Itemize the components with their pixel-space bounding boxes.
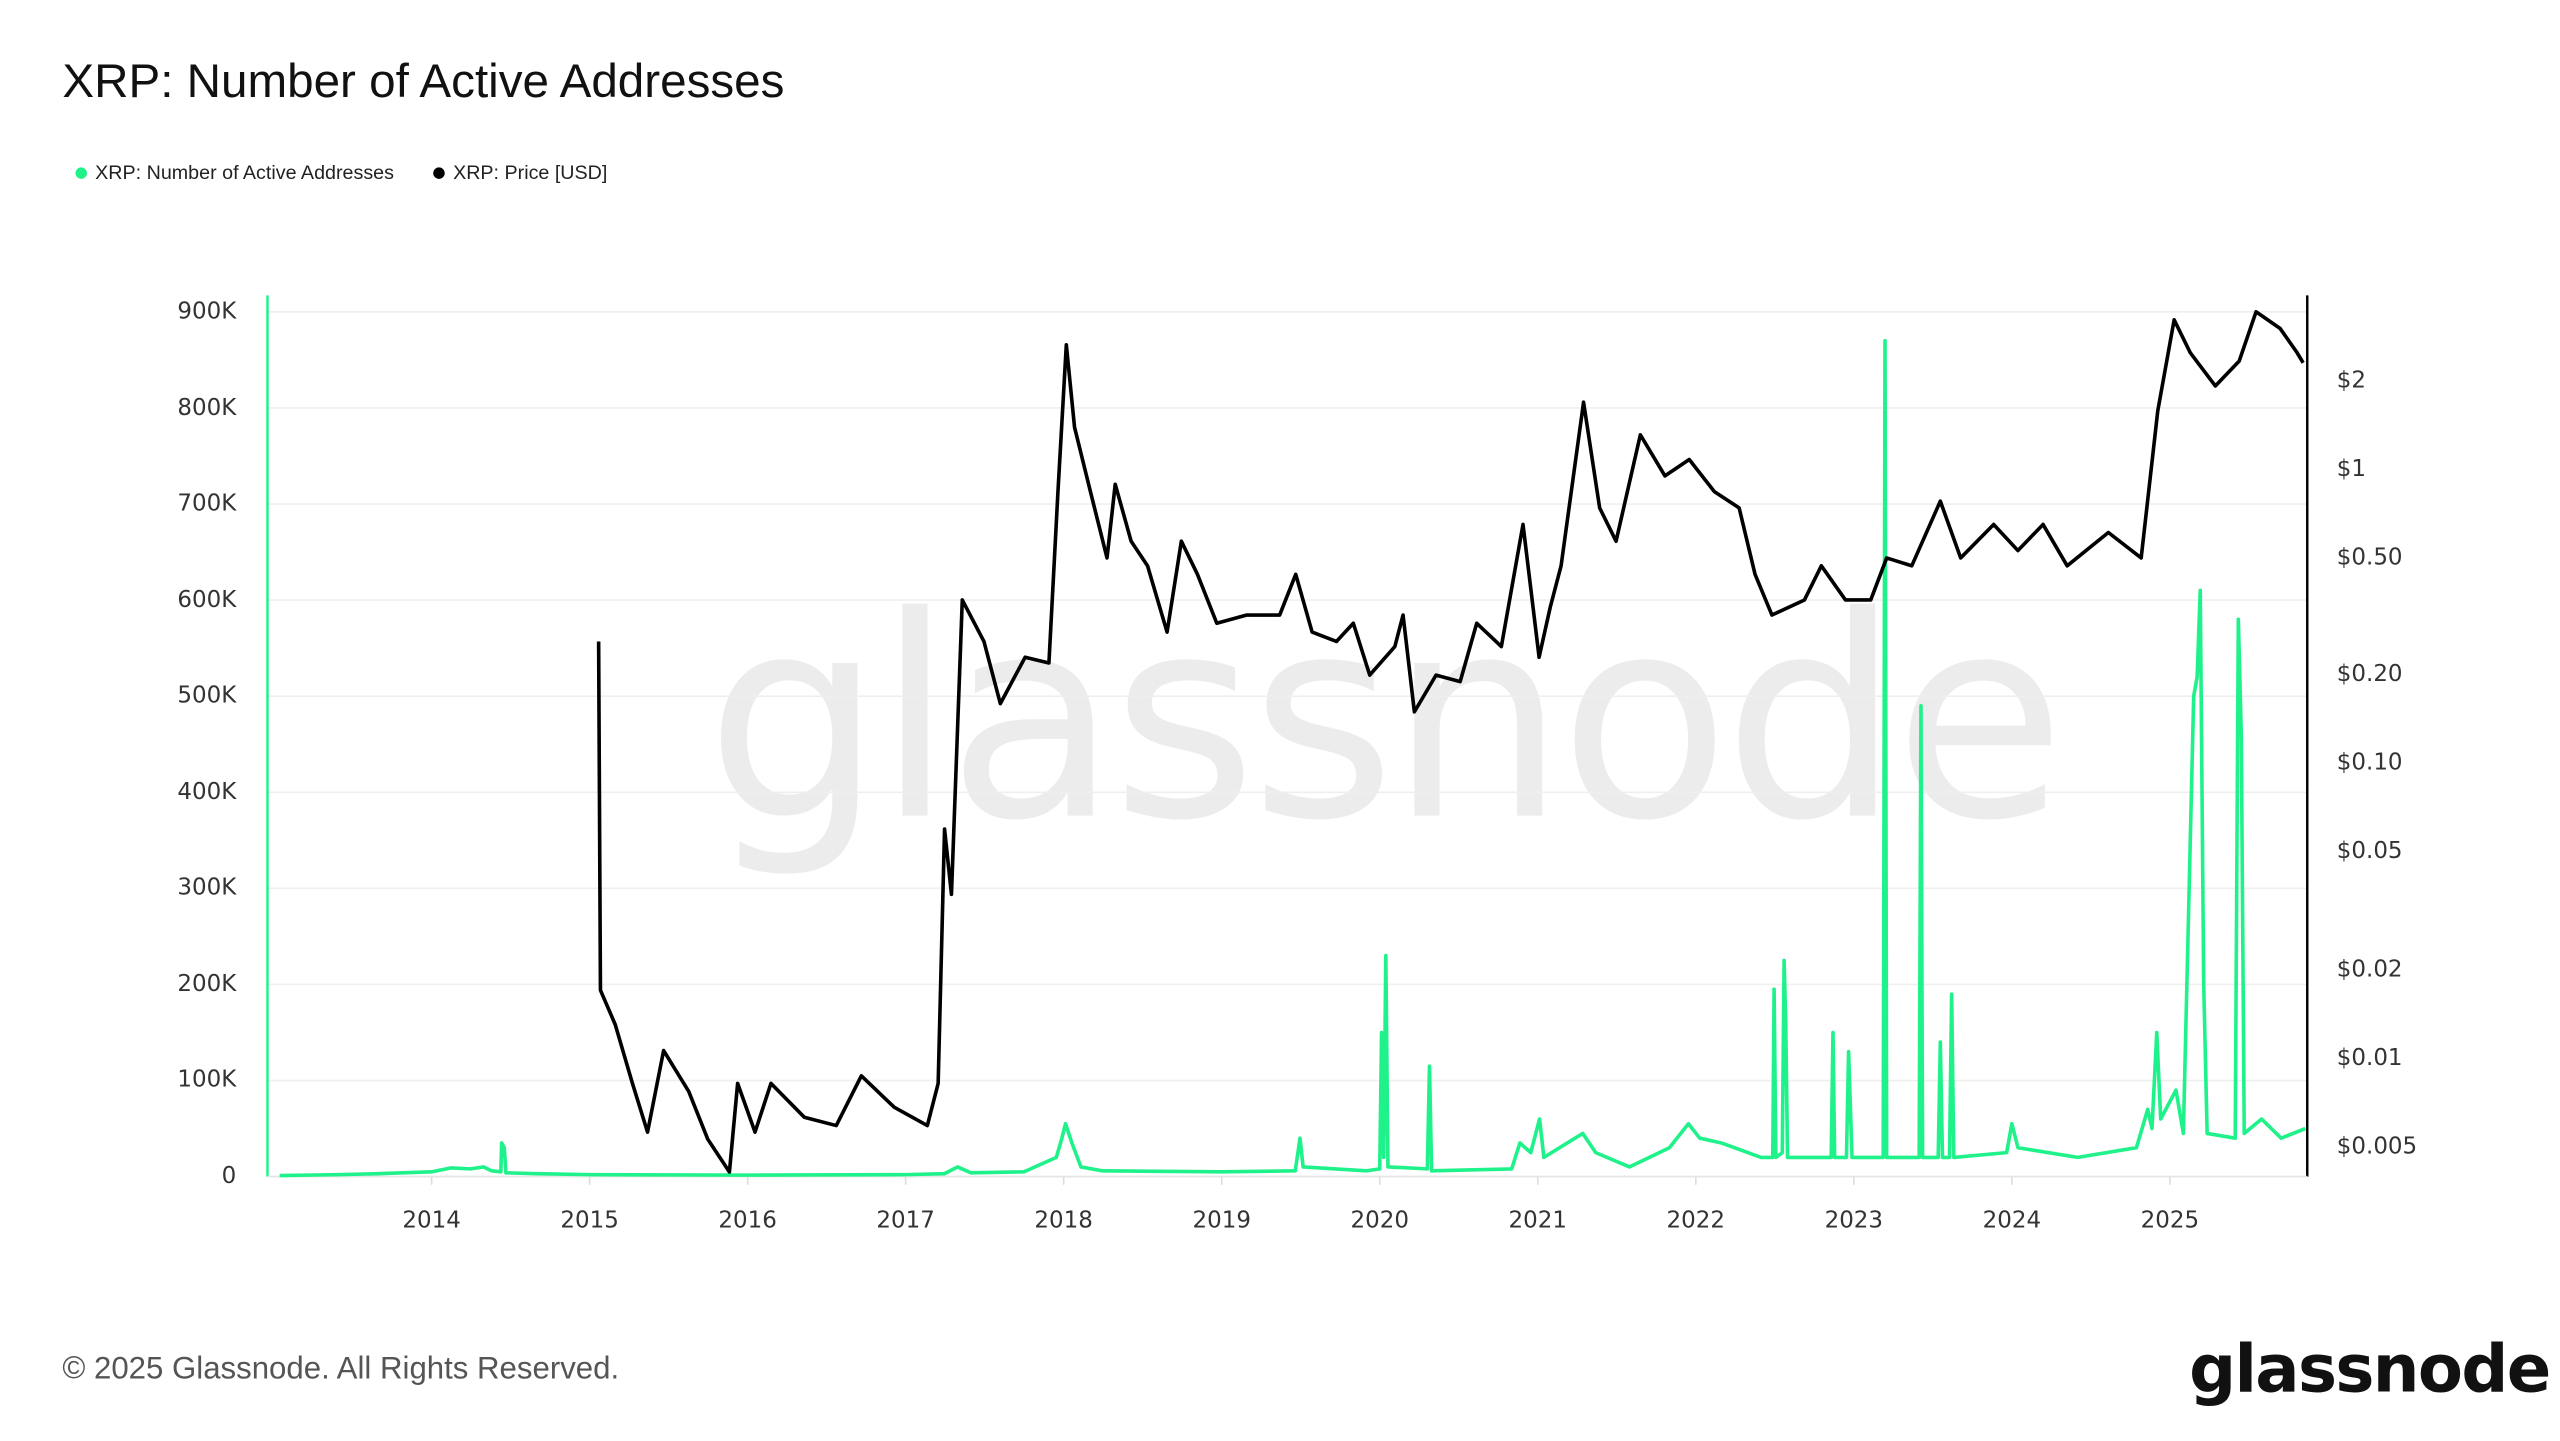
legend-item-active-addresses[interactable]: XRP: Number of Active Addresses	[75, 161, 394, 184]
y-right-tick-label: $1	[2336, 456, 2367, 483]
y-right-tick-label: $2	[2336, 367, 2367, 394]
y-left-tick-label: 200K	[177, 971, 237, 998]
x-tick-label: 2014	[402, 1207, 461, 1235]
y-right-tick-label: $0.20	[2336, 661, 2403, 689]
y-left-tick-label: 800K	[177, 394, 237, 422]
y-right-tick-label: $0.50	[2336, 544, 2403, 572]
x-tick-label: 2016	[718, 1207, 777, 1235]
series-active-addresses-line	[279, 338, 2306, 1178]
y-right-tick-label: $0.01	[2336, 1044, 2403, 1072]
y-left-tick-label: 900K	[177, 298, 237, 325]
y-right-tick-label: $0.005	[2336, 1133, 2418, 1160]
copyright: © 2025 Glassnode. All Rights Reserved.	[62, 1352, 620, 1387]
series-price-line	[596, 309, 2305, 1174]
y-left-tick-label: 100K	[177, 1067, 237, 1094]
x-tick-label: 2019	[1192, 1207, 1251, 1235]
x-tick-label: 2015	[560, 1207, 619, 1235]
legend-item-price[interactable]: XRP: Price [USD]	[433, 161, 607, 184]
y-left-tick-label: 300K	[177, 875, 237, 902]
y-left-tick-label: 400K	[177, 779, 237, 806]
glassnode-logo: glassnode	[2189, 1332, 2551, 1408]
x-tick-label: 2024	[1982, 1207, 2042, 1235]
watermark: glassnode	[705, 557, 2066, 883]
x-tick-label: 2018	[1034, 1207, 1093, 1235]
page-title: XRP: Number of Active Addresses	[62, 55, 785, 109]
legend-label: XRP: Price [USD]	[453, 160, 608, 184]
x-tick-label: 2023	[1824, 1207, 1884, 1235]
y-left-tick-label: 700K	[177, 490, 237, 518]
x-tick-label: 2022	[1666, 1207, 1726, 1235]
x-tick-label: 2020	[1350, 1207, 1409, 1235]
y-left-tick-label: 600K	[177, 586, 237, 614]
legend-dot-black-icon	[433, 166, 445, 179]
y-right-tick-label: $0.02	[2336, 956, 2403, 983]
y-right-tick-label: $0.05	[2336, 839, 2403, 866]
legend-dot-green-icon	[75, 166, 87, 179]
x-tick-label: 2021	[1508, 1207, 1568, 1235]
y-right-tick-label: $0.10	[2336, 750, 2403, 777]
x-tick-label: 2017	[876, 1207, 935, 1235]
y-left-tick-label: 500K	[177, 683, 237, 710]
legend: XRP: Number of Active Addresses XRP: Pri…	[75, 161, 607, 184]
y-left-tick-label: 0	[221, 1163, 237, 1190]
legend-label: XRP: Number of Active Addresses	[95, 160, 394, 184]
x-tick-label: 2025	[2140, 1207, 2200, 1235]
